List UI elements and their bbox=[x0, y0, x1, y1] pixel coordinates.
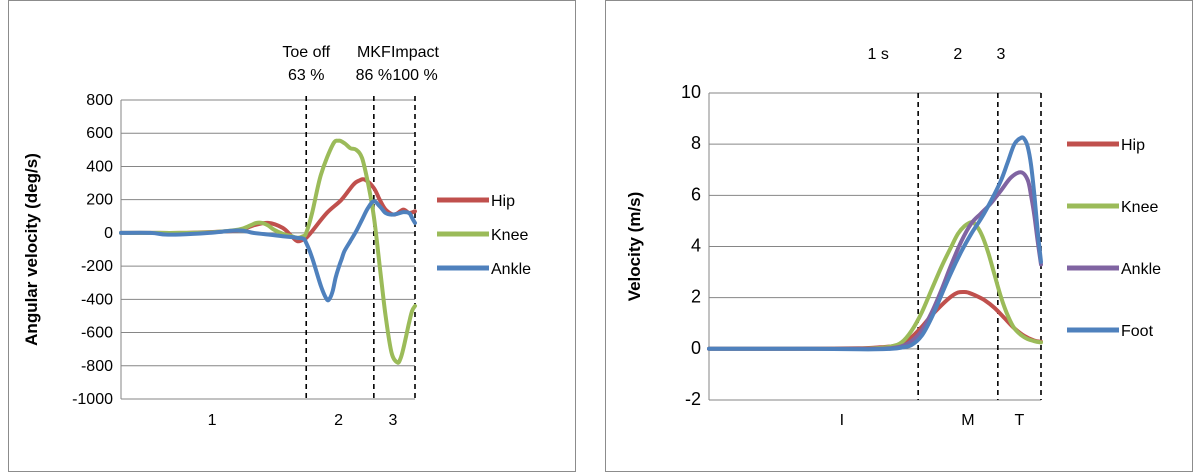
c0-y-tick-label: 200 bbox=[86, 192, 113, 209]
c0-y-tick-label: -1000 bbox=[72, 391, 113, 408]
c0-series-line-knee bbox=[119, 138, 417, 365]
c1-y-tick-label: 10 bbox=[681, 82, 701, 102]
velocity-chart: -2 0 2 4 6 8 10 Velocity (m/s) 1 s 2 3 I M T Hip Knee An… bbox=[625, 46, 1161, 429]
c0-y-tick-label: 0 bbox=[104, 225, 113, 242]
c0-y-tick-label: -400 bbox=[81, 291, 113, 308]
c0-y-tick-label: -600 bbox=[81, 325, 113, 342]
c0-legend-label: Ankle bbox=[491, 261, 531, 278]
chart-panel-velocity: -2 0 2 4 6 8 10 Velocity (m/s) 1 s 2 3 I M T Hip Knee An… bbox=[605, 0, 1193, 472]
c0-event-percent-label: 63 % bbox=[288, 67, 324, 84]
c1-series-line-foot bbox=[707, 135, 1043, 352]
c0-y-axis-title: Angular velocity (deg/s) bbox=[22, 153, 41, 346]
c0-y-tick-label: 800 bbox=[86, 92, 113, 109]
c0-event-label: Toe off bbox=[282, 44, 330, 61]
c1-legend-label: Hip bbox=[1121, 137, 1145, 154]
c1-y-tick-label: 2 bbox=[691, 287, 701, 307]
c0-y-tick-label: 600 bbox=[86, 125, 113, 142]
c1-y-tick-label: 6 bbox=[691, 184, 701, 204]
c1-phase-label: M bbox=[961, 412, 974, 429]
c0-event-label: MKF bbox=[357, 44, 391, 61]
c1-y-tick-label: 8 bbox=[691, 133, 701, 153]
c0-y-tick-label: -800 bbox=[81, 358, 113, 375]
c0-y-tick-label: -200 bbox=[81, 258, 113, 275]
c0-event-label: Impact bbox=[391, 44, 440, 61]
c1-event-label: 3 bbox=[997, 46, 1006, 63]
c0-phase-label: 3 bbox=[388, 412, 397, 429]
c1-series-line-knee bbox=[707, 219, 1043, 351]
c0-y-tick-label: 400 bbox=[86, 158, 113, 175]
c1-series-line-hip bbox=[707, 289, 1043, 351]
c1-y-axis-title: Velocity (m/s) bbox=[625, 192, 644, 302]
c0-event-percent-label: 86 % bbox=[356, 67, 392, 84]
c0-legend-label: Hip bbox=[491, 193, 515, 210]
c1-legend-label: Knee bbox=[1121, 199, 1158, 216]
c0-series-line-ankle bbox=[119, 199, 417, 303]
c0-event-percent-label: 100 % bbox=[392, 67, 437, 84]
c1-phase-label: T bbox=[1015, 412, 1025, 429]
c1-y-tick-label: 4 bbox=[691, 236, 701, 256]
c1-y-tick-label: -2 bbox=[685, 389, 701, 409]
c0-phase-label: 1 bbox=[208, 412, 217, 429]
c1-event-label: 2 bbox=[953, 46, 962, 63]
angular-velocity-chart: -1000 -800 -600 -400 -200 0 200 400 600 800 Angula… bbox=[22, 44, 531, 429]
c1-event-label: 1 s bbox=[867, 46, 888, 63]
chart-panel-angular-velocity: -1000 -800 -600 -400 -200 0 200 400 600 800 Angula… bbox=[8, 0, 576, 472]
c1-y-tick-label: 0 bbox=[691, 338, 701, 358]
c1-phase-label: I bbox=[840, 412, 844, 429]
c0-legend-label: Knee bbox=[491, 227, 528, 244]
c1-legend-label: Foot bbox=[1121, 323, 1154, 340]
c1-legend-label: Ankle bbox=[1121, 261, 1161, 278]
c0-phase-label: 2 bbox=[334, 412, 343, 429]
